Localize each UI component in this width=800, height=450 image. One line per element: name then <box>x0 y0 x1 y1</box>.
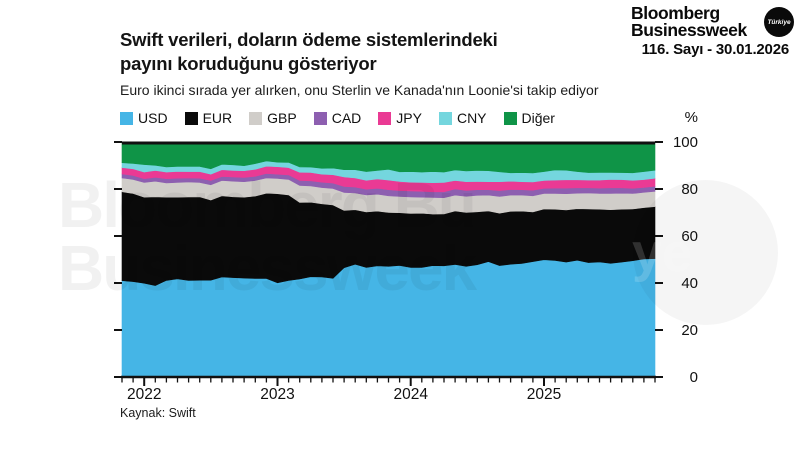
y-tick-label: 0 <box>689 369 698 386</box>
y-axis-unit-label: % <box>684 109 698 126</box>
legend-label: USD <box>138 110 168 126</box>
x-tick-label: 2023 <box>260 386 295 403</box>
y-tick-label: 40 <box>681 275 698 292</box>
legend-swatch-icon <box>378 111 392 125</box>
legend-swatch-icon <box>184 111 198 125</box>
legend-label: CAD <box>331 110 362 126</box>
chart-title: Swift verileri, doların ödeme sistemleri… <box>120 28 498 76</box>
y-tick-label: 20 <box>681 322 698 339</box>
masthead-logo: Bloomberg Businessweek <box>631 5 747 38</box>
chart-title-line1: Swift verileri, doların ödeme sistemleri… <box>120 29 498 50</box>
turkiye-badge-label: Türkiye <box>767 18 791 26</box>
y-tick-label: 60 <box>681 228 698 245</box>
legend-swatch-icon <box>438 111 452 125</box>
legend-label: EUR <box>202 110 233 126</box>
legend-label: Diğer <box>521 110 555 126</box>
chart-legend: USD EUR GBP CAD JPY CNY Diğer <box>120 110 555 126</box>
legend-item-cad: CAD <box>313 110 362 126</box>
legend-item-eur: EUR <box>184 110 233 126</box>
issue-line: 116. Sayı - 30.01.2026 <box>641 41 790 58</box>
y-tick-label: 80 <box>681 181 698 198</box>
masthead-logo-line2: Businessweek <box>631 19 747 40</box>
legend-item-cny: CNY <box>438 110 487 126</box>
legend-label: JPY <box>396 110 422 126</box>
legend-swatch-icon <box>249 111 263 125</box>
legend-swatch-icon <box>120 111 133 125</box>
legend-item-jpy: JPY <box>378 110 422 126</box>
chart-title-line2: payını koruduğunu gösteriyor <box>120 53 377 74</box>
legend-item-gbp: GBP <box>249 110 297 126</box>
legend-swatch-icon <box>313 111 327 125</box>
masthead-logo-line1: Bloomberg <box>631 3 720 23</box>
legend-item-diğer: Diğer <box>503 110 555 126</box>
legend-swatch-icon <box>503 111 517 125</box>
x-tick-label: 2025 <box>526 386 562 403</box>
y-tick-label: 100 <box>672 134 698 151</box>
legend-item-usd: USD <box>120 110 168 126</box>
legend-label: GBP <box>267 110 297 126</box>
source-note: Kaynak: Swift <box>120 406 196 420</box>
x-tick-label: 2024 <box>393 386 428 403</box>
x-tick-label: 2022 <box>126 386 162 403</box>
chart-subtitle: Euro ikinci sırada yer alırken, onu Ster… <box>120 82 599 98</box>
turkiye-badge: Türkiye <box>764 7 794 37</box>
legend-label: CNY <box>456 110 487 126</box>
